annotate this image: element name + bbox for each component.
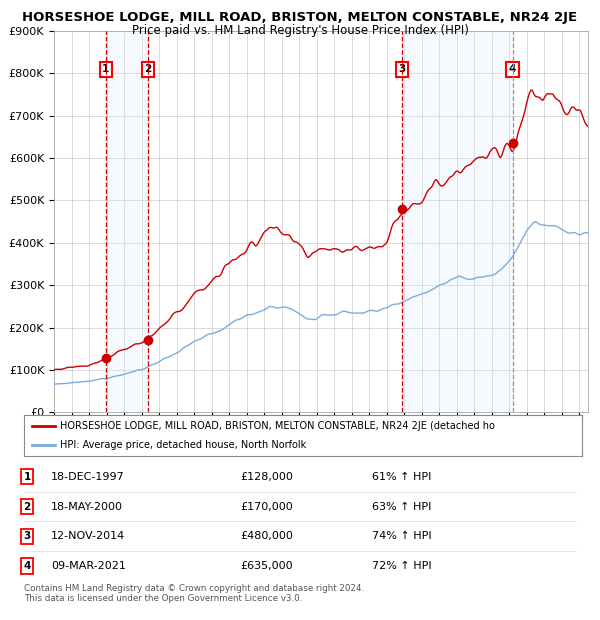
Text: 2: 2 — [23, 502, 31, 512]
Text: £635,000: £635,000 — [240, 561, 293, 571]
Text: 09-MAR-2021: 09-MAR-2021 — [51, 561, 126, 571]
Text: 61% ↑ HPI: 61% ↑ HPI — [372, 472, 431, 482]
Text: HPI: Average price, detached house, North Norfolk: HPI: Average price, detached house, Nort… — [60, 440, 307, 450]
Text: 3: 3 — [398, 64, 406, 74]
Text: 4: 4 — [509, 64, 516, 74]
Text: 63% ↑ HPI: 63% ↑ HPI — [372, 502, 431, 512]
Bar — [402, 31, 512, 412]
Text: 2: 2 — [145, 64, 152, 74]
Text: £170,000: £170,000 — [240, 502, 293, 512]
Text: 18-MAY-2000: 18-MAY-2000 — [51, 502, 123, 512]
Text: 74% ↑ HPI: 74% ↑ HPI — [372, 531, 431, 541]
Text: Price paid vs. HM Land Registry's House Price Index (HPI): Price paid vs. HM Land Registry's House … — [131, 24, 469, 37]
Bar — [106, 31, 148, 412]
Text: £480,000: £480,000 — [240, 531, 293, 541]
Text: 12-NOV-2014: 12-NOV-2014 — [51, 531, 125, 541]
Text: HORSESHOE LODGE, MILL ROAD, BRISTON, MELTON CONSTABLE, NR24 2JE (detached ho: HORSESHOE LODGE, MILL ROAD, BRISTON, MEL… — [60, 421, 495, 432]
Text: 3: 3 — [23, 531, 31, 541]
Text: £128,000: £128,000 — [240, 472, 293, 482]
Text: 72% ↑ HPI: 72% ↑ HPI — [372, 561, 431, 571]
Text: 1: 1 — [102, 64, 109, 74]
Text: 4: 4 — [23, 561, 31, 571]
Text: 18-DEC-1997: 18-DEC-1997 — [51, 472, 125, 482]
Text: HORSESHOE LODGE, MILL ROAD, BRISTON, MELTON CONSTABLE, NR24 2JE: HORSESHOE LODGE, MILL ROAD, BRISTON, MEL… — [22, 11, 578, 24]
Text: 1: 1 — [23, 472, 31, 482]
Text: Contains HM Land Registry data © Crown copyright and database right 2024.
This d: Contains HM Land Registry data © Crown c… — [24, 584, 364, 603]
